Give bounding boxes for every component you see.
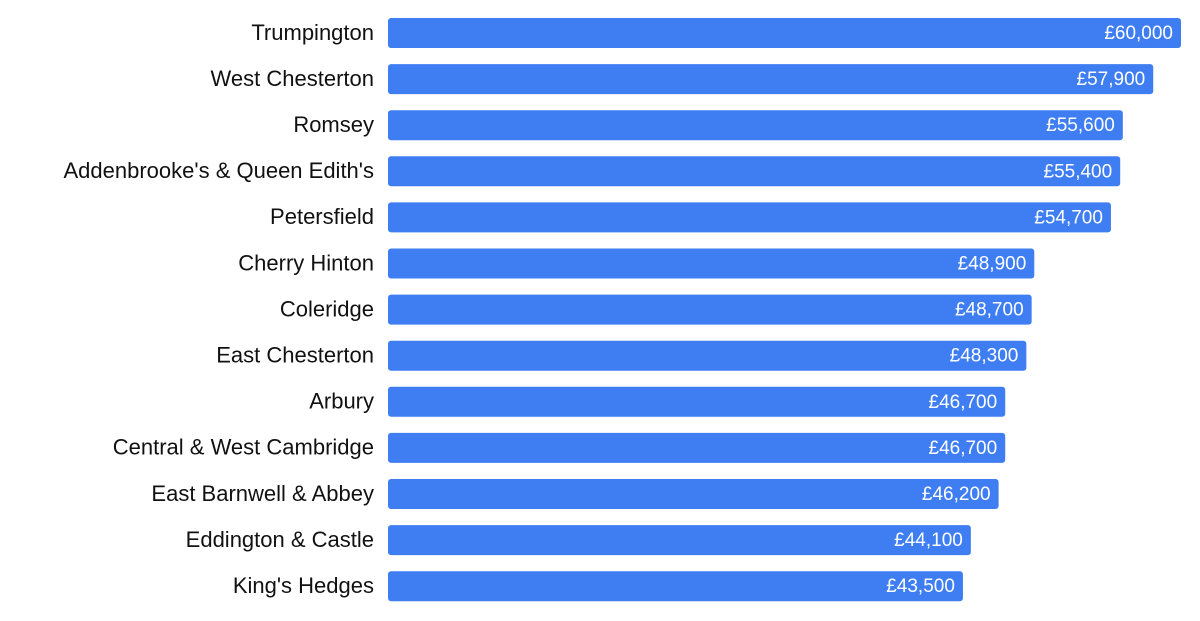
value-label: £46,200: [922, 484, 991, 505]
bar: [388, 64, 1154, 95]
bar: [388, 386, 1006, 417]
value-label: £48,900: [958, 254, 1027, 275]
category-label: King's Hedges: [233, 573, 374, 598]
category-label: Eddington & Castle: [186, 527, 374, 552]
category-label: Romsey: [293, 112, 374, 137]
bar: [388, 110, 1123, 141]
category-label: Arbury: [309, 389, 374, 414]
category-label: Trumpington: [251, 20, 374, 45]
bar: [388, 18, 1181, 48]
bar: [388, 479, 999, 509]
value-label: £46,700: [929, 392, 998, 413]
value-label: £55,400: [1044, 161, 1113, 182]
bar: [388, 525, 971, 556]
category-label: Coleridge: [280, 296, 374, 321]
value-label: £44,100: [894, 530, 963, 551]
category-label: East Chesterton: [216, 343, 374, 368]
category-label: Cherry Hinton: [238, 250, 374, 275]
category-label: Addenbrooke's & Queen Edith's: [64, 158, 375, 183]
category-label: East Barnwell & Abbey: [151, 481, 374, 506]
value-label: £46,700: [929, 438, 998, 459]
value-label: £48,300: [950, 346, 1019, 367]
category-label: West Chesterton: [211, 66, 374, 91]
value-label: £60,000: [1104, 23, 1173, 44]
bar: [388, 156, 1121, 187]
bar: [388, 202, 1111, 233]
category-label: Petersfield: [270, 204, 374, 229]
bar: [388, 571, 963, 602]
bar: [388, 432, 1006, 463]
value-label: £57,900: [1077, 69, 1146, 90]
value-label: £55,600: [1046, 115, 1115, 136]
value-label: £54,700: [1034, 207, 1103, 228]
bar: [388, 294, 1032, 325]
bar: [388, 340, 1027, 371]
category-label: Central & West Cambridge: [113, 435, 374, 460]
value-label: £48,700: [955, 300, 1024, 321]
value-label: £43,500: [886, 576, 955, 597]
bar: [388, 248, 1035, 279]
